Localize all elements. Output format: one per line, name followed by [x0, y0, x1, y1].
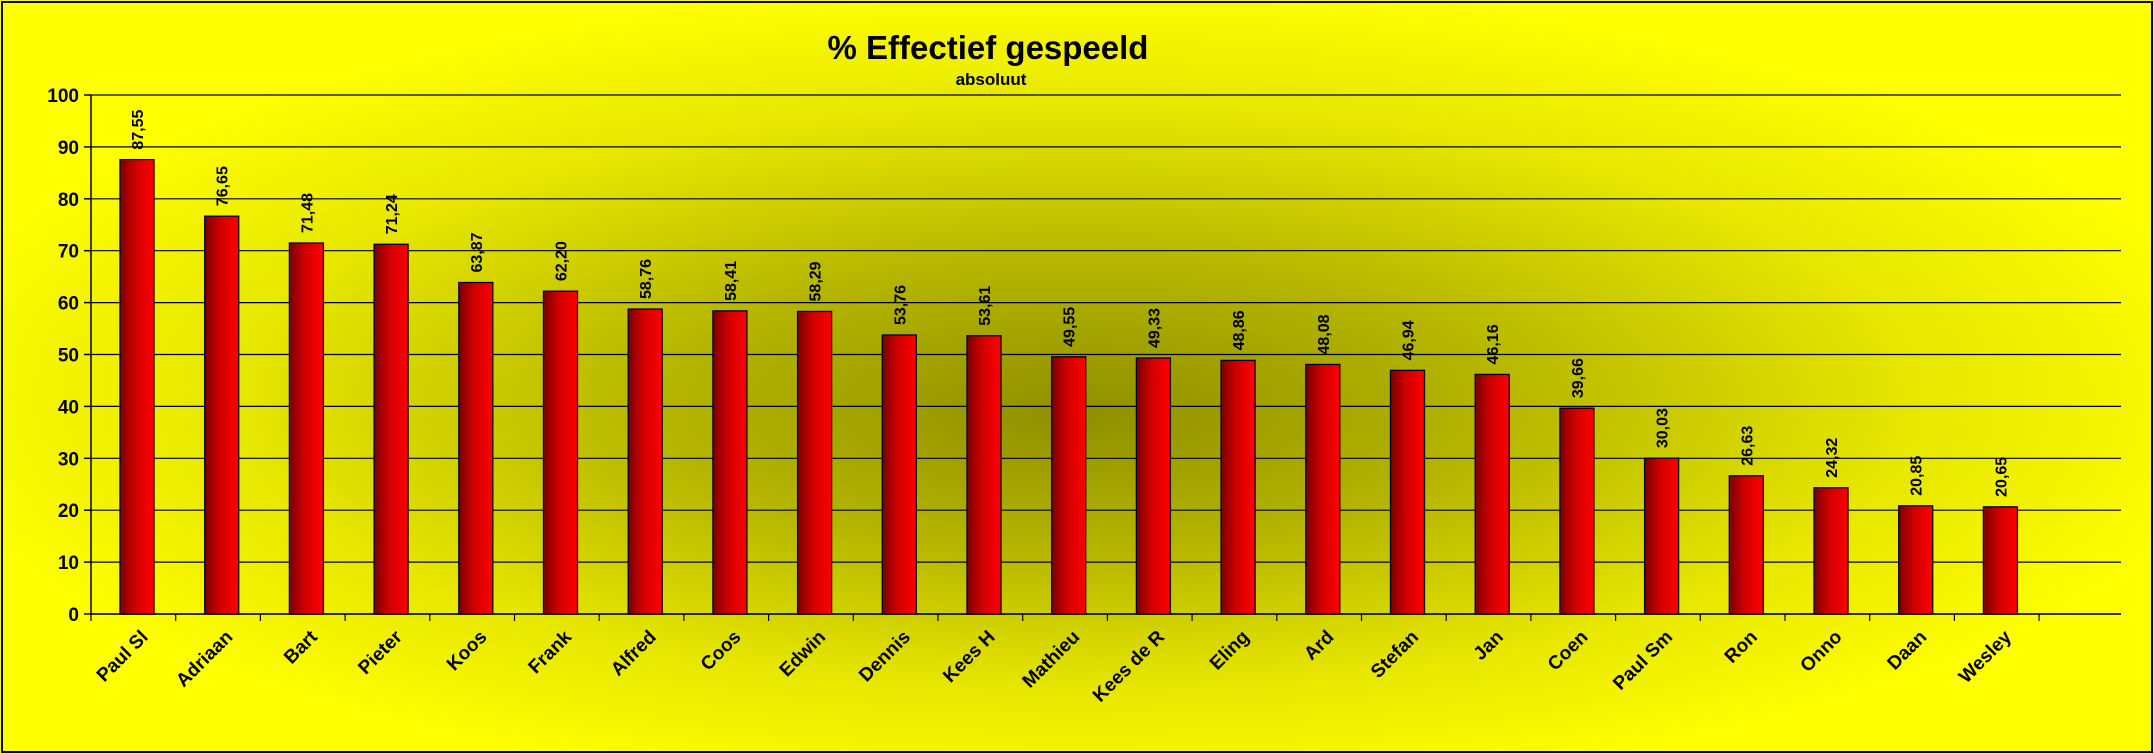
data-label-paul-sm: 30,03: [1655, 408, 1672, 448]
data-label-wesley: 20,65: [1993, 457, 2010, 497]
chart-svg: % Effectief gespeeld absoluut 0 10 20 30 40 5…: [3, 3, 2151, 751]
y-tick-label-100: 100: [47, 86, 79, 107]
bar-eling: [1221, 360, 1255, 614]
bar-alfred: [628, 309, 662, 614]
bar-pieter: [374, 244, 408, 614]
bar-paul-sl: [120, 160, 154, 614]
chart-subtitle: absoluut: [956, 70, 1027, 89]
data-label-pieter: 71,24: [384, 194, 401, 234]
data-label-eling: 48,86: [1231, 310, 1248, 350]
y-tick-label-90: 90: [58, 138, 79, 159]
bar-ard: [1306, 364, 1340, 614]
bar-frank: [544, 291, 578, 614]
data-label-jan: 46,16: [1485, 324, 1502, 364]
data-label-daan: 20,85: [1909, 456, 1926, 496]
data-label-kees-de-r: 49,33: [1146, 308, 1163, 348]
y-tick-label-40: 40: [58, 397, 79, 418]
bar-coen: [1560, 408, 1594, 614]
data-label-kees-h: 53,61: [977, 286, 994, 326]
data-label-frank: 62,20: [554, 241, 571, 281]
bar-adriaan: [205, 216, 239, 614]
bar-stefan: [1391, 370, 1425, 614]
y-tick-label-10: 10: [58, 553, 79, 574]
data-label-edwin: 58,29: [808, 261, 825, 301]
y-tick-label-60: 60: [58, 294, 79, 315]
bar-mathieu: [1052, 357, 1086, 614]
bar-koos: [459, 283, 493, 614]
bar-onno: [1814, 488, 1848, 614]
data-label-bart: 71,48: [299, 193, 316, 233]
y-tick-label-80: 80: [58, 190, 79, 211]
y-tick-label-0: 0: [68, 605, 79, 626]
y-tick-label-50: 50: [58, 346, 79, 367]
data-label-coen: 39,66: [1570, 358, 1587, 398]
data-label-ard: 48,08: [1316, 314, 1333, 354]
y-tick-label-30: 30: [58, 449, 79, 470]
bar-coos: [713, 311, 747, 614]
data-label-dennis: 53,76: [892, 285, 909, 325]
y-tick-label-70: 70: [58, 242, 79, 263]
chart-title: % Effectief gespeeld: [828, 29, 1149, 66]
bar-kees-h: [967, 336, 1001, 614]
bar-edwin: [798, 311, 832, 614]
data-label-coos: 58,41: [723, 261, 740, 301]
data-label-adriaan: 76,65: [215, 166, 232, 206]
bar-daan: [1899, 506, 1933, 614]
data-label-stefan: 46,94: [1401, 320, 1418, 360]
bar-wesley: [1983, 507, 2017, 614]
bar-jan: [1475, 374, 1509, 614]
data-label-koos: 63,87: [469, 232, 486, 272]
bar-kees-de-r: [1136, 358, 1170, 614]
bar-bart: [289, 243, 323, 614]
y-tick-label-20: 20: [58, 501, 79, 522]
data-label-ron: 26,63: [1739, 426, 1756, 466]
data-label-onno: 24,32: [1824, 438, 1841, 478]
data-label-paul-sl: 87,55: [130, 109, 147, 149]
bar-paul-sm: [1645, 458, 1679, 614]
data-label-mathieu: 49,55: [1062, 307, 1079, 347]
data-label-alfred: 58,76: [638, 259, 655, 299]
bar-dennis: [882, 335, 916, 614]
bar-ron: [1729, 476, 1763, 614]
